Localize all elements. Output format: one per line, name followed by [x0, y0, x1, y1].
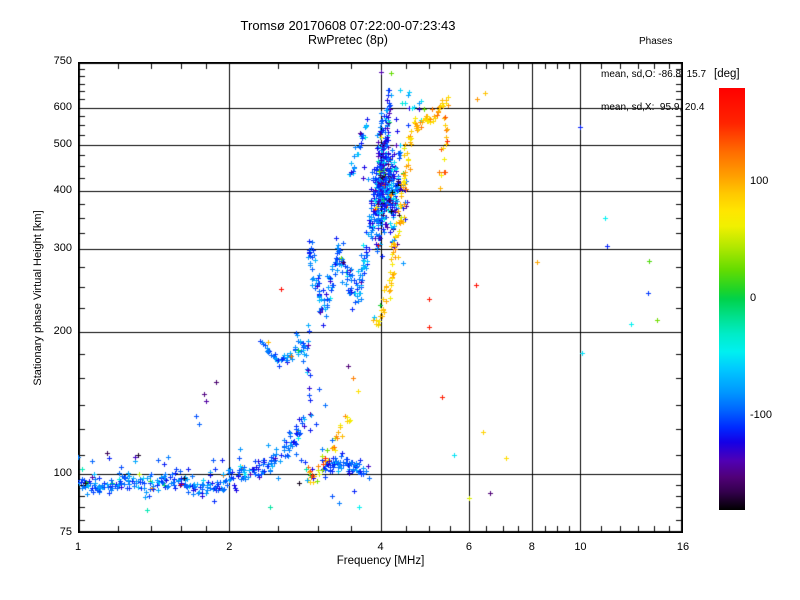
- y-tick-label: 750: [53, 55, 72, 67]
- colorbar: [719, 88, 745, 510]
- x-axis-title: Frequency [MHz]: [336, 555, 425, 567]
- y-tick-label: 300: [53, 242, 72, 255]
- colorbar-tick-label: 0: [750, 292, 757, 304]
- y-tick-label: 100: [53, 467, 72, 480]
- x-tick-label: 16: [676, 541, 690, 553]
- y-tick-label: 500: [53, 137, 72, 150]
- colorbar-tick-label: 100: [750, 174, 769, 187]
- y-axis-title: Stationary phase Virtual Height [km]: [32, 210, 44, 386]
- colorbar-tick-label: -100: [750, 409, 773, 422]
- x-tick-label: 4: [377, 541, 384, 553]
- y-tick-label: 200: [53, 325, 72, 338]
- x-tick-label: 10: [574, 541, 587, 553]
- y-tick-label: 75: [59, 526, 72, 538]
- phase-stats-header: Phases: [639, 36, 673, 47]
- x-tick-label: 8: [528, 541, 535, 553]
- plot-title: Tromsø 20170608 07:22:00-07:23:43: [240, 18, 456, 33]
- y-tick-label: 400: [53, 183, 72, 196]
- y-tick-label: 600: [53, 100, 72, 113]
- plot-canvas: [78, 62, 683, 533]
- x-tick-label: 2: [226, 541, 233, 553]
- colorbar-unit-label: [deg]: [714, 68, 740, 80]
- plot-subtitle: RwPretec (8p): [308, 33, 388, 47]
- x-tick-label: 1: [74, 541, 82, 553]
- x-tick-label: 6: [465, 541, 473, 553]
